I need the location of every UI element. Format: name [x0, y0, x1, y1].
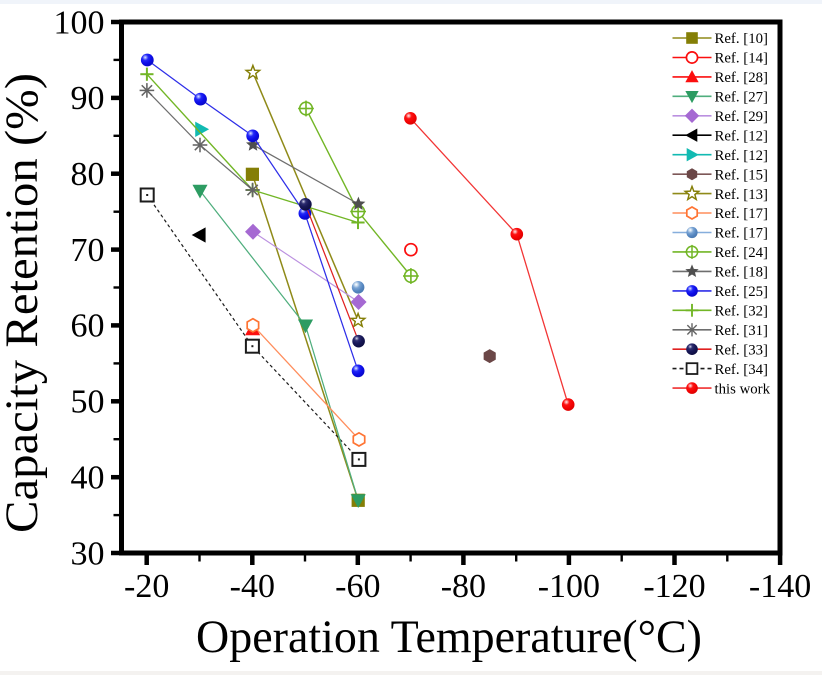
- svg-text:Ref. [14]: Ref. [14]: [715, 51, 768, 67]
- svg-text:Ref. [15]: Ref. [15]: [715, 167, 768, 183]
- svg-text:50: 50: [71, 384, 105, 421]
- svg-text:60: 60: [71, 308, 105, 345]
- svg-text:Ref. [29]: Ref. [29]: [715, 109, 768, 125]
- svg-text:-80: -80: [441, 568, 486, 605]
- svg-text:30: 30: [71, 535, 105, 572]
- svg-text:40: 40: [71, 460, 105, 497]
- svg-text:Ref. [10]: Ref. [10]: [715, 31, 768, 47]
- svg-text:-40: -40: [230, 568, 275, 605]
- svg-text:-100: -100: [538, 568, 600, 605]
- svg-text:90: 90: [71, 80, 105, 117]
- svg-text:Ref. [12]: Ref. [12]: [715, 128, 768, 144]
- svg-text:-60: -60: [335, 568, 380, 605]
- svg-text:Ref. [34]: Ref. [34]: [715, 362, 768, 378]
- svg-text:Ref. [32]: Ref. [32]: [715, 304, 768, 320]
- svg-text:Ref. [13]: Ref. [13]: [715, 187, 768, 203]
- svg-text:this work: this work: [715, 381, 771, 397]
- svg-text:Ref. [31]: Ref. [31]: [715, 323, 768, 339]
- svg-text:80: 80: [71, 156, 105, 193]
- svg-text:Capacity Retention (%): Capacity Retention (%): [0, 73, 48, 533]
- svg-text:Ref. [33]: Ref. [33]: [715, 342, 768, 358]
- svg-text:Ref. [24]: Ref. [24]: [715, 245, 768, 261]
- svg-text:Ref. [28]: Ref. [28]: [715, 70, 768, 86]
- svg-text:70: 70: [71, 232, 105, 269]
- svg-text:Operation Temperature(°C): Operation Temperature(°C): [196, 611, 702, 663]
- svg-text:Ref. [17]: Ref. [17]: [715, 226, 768, 242]
- svg-text:Ref. [17]: Ref. [17]: [715, 206, 768, 222]
- svg-text:-140: -140: [749, 568, 811, 605]
- svg-text:100: 100: [54, 4, 105, 41]
- svg-text:Ref. [12]: Ref. [12]: [715, 148, 768, 164]
- svg-text:Ref. [25]: Ref. [25]: [715, 284, 768, 300]
- svg-text:-120: -120: [643, 568, 705, 605]
- svg-text:Ref. [18]: Ref. [18]: [715, 265, 768, 281]
- svg-text:Ref. [27]: Ref. [27]: [715, 90, 768, 106]
- svg-text:-20: -20: [124, 568, 169, 605]
